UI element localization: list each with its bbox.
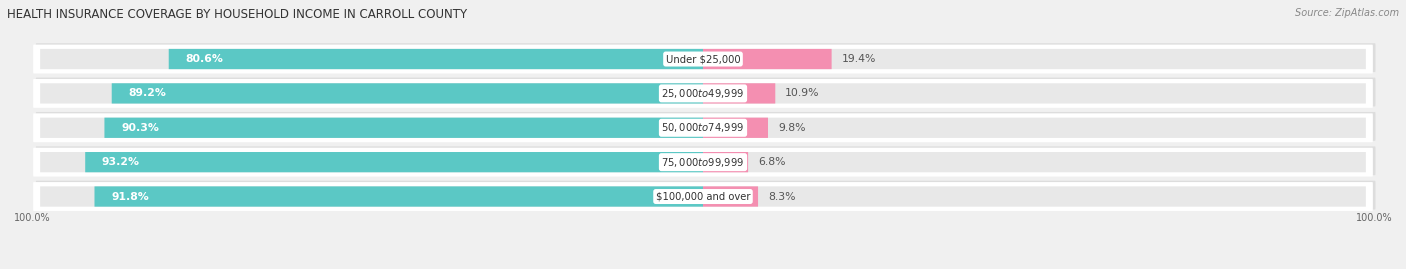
Text: Source: ZipAtlas.com: Source: ZipAtlas.com [1295, 8, 1399, 18]
FancyBboxPatch shape [703, 83, 775, 104]
FancyBboxPatch shape [104, 118, 703, 138]
Text: 6.8%: 6.8% [758, 157, 786, 167]
FancyBboxPatch shape [34, 45, 1372, 73]
FancyBboxPatch shape [35, 146, 1375, 175]
Text: 9.8%: 9.8% [778, 123, 806, 133]
Text: $75,000 to $99,999: $75,000 to $99,999 [661, 156, 745, 169]
FancyBboxPatch shape [35, 77, 1375, 107]
Text: $50,000 to $74,999: $50,000 to $74,999 [661, 121, 745, 134]
Text: 19.4%: 19.4% [842, 54, 876, 64]
FancyBboxPatch shape [86, 152, 703, 172]
Text: 8.3%: 8.3% [768, 192, 796, 201]
FancyBboxPatch shape [703, 118, 768, 138]
FancyBboxPatch shape [111, 83, 703, 104]
Text: 10.9%: 10.9% [785, 89, 820, 98]
FancyBboxPatch shape [34, 113, 1372, 142]
FancyBboxPatch shape [35, 43, 1375, 72]
FancyBboxPatch shape [94, 186, 703, 207]
FancyBboxPatch shape [35, 181, 1375, 210]
Text: 90.3%: 90.3% [121, 123, 159, 133]
FancyBboxPatch shape [34, 79, 1372, 108]
FancyBboxPatch shape [35, 112, 1375, 141]
Legend: With Coverage, Without Coverage: With Coverage, Without Coverage [585, 268, 821, 269]
FancyBboxPatch shape [41, 118, 703, 138]
FancyBboxPatch shape [703, 83, 1365, 104]
FancyBboxPatch shape [703, 152, 748, 172]
Text: 93.2%: 93.2% [101, 157, 139, 167]
FancyBboxPatch shape [703, 152, 1365, 172]
Text: Under $25,000: Under $25,000 [665, 54, 741, 64]
FancyBboxPatch shape [34, 182, 1372, 211]
Text: HEALTH INSURANCE COVERAGE BY HOUSEHOLD INCOME IN CARROLL COUNTY: HEALTH INSURANCE COVERAGE BY HOUSEHOLD I… [7, 8, 467, 21]
FancyBboxPatch shape [41, 186, 703, 207]
FancyBboxPatch shape [703, 49, 1365, 69]
FancyBboxPatch shape [41, 83, 703, 104]
Text: $100,000 and over: $100,000 and over [655, 192, 751, 201]
FancyBboxPatch shape [41, 49, 703, 69]
Text: 91.8%: 91.8% [111, 192, 149, 201]
FancyBboxPatch shape [34, 148, 1372, 176]
Text: 100.0%: 100.0% [1355, 213, 1392, 223]
FancyBboxPatch shape [703, 186, 758, 207]
FancyBboxPatch shape [703, 186, 1365, 207]
FancyBboxPatch shape [703, 49, 831, 69]
Text: 89.2%: 89.2% [128, 89, 166, 98]
FancyBboxPatch shape [169, 49, 703, 69]
FancyBboxPatch shape [703, 118, 1365, 138]
Text: 100.0%: 100.0% [14, 213, 51, 223]
FancyBboxPatch shape [41, 152, 703, 172]
Text: $25,000 to $49,999: $25,000 to $49,999 [661, 87, 745, 100]
Text: 80.6%: 80.6% [186, 54, 224, 64]
